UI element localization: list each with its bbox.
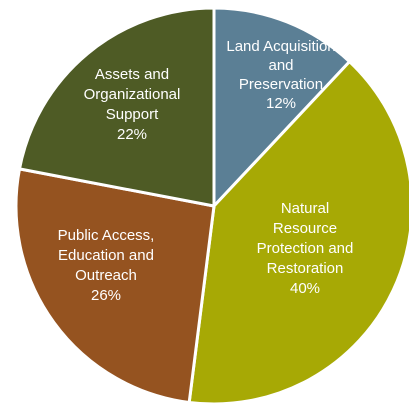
slice-category-label: Land Acquisition bbox=[226, 38, 335, 55]
slice-category-label: Assets and bbox=[95, 66, 169, 83]
slice-label-public-access: Public Access, Education and Outreach 26% bbox=[58, 227, 155, 304]
slice-category-label: Education and bbox=[58, 247, 154, 264]
slice-category-label: Outreach bbox=[75, 267, 137, 284]
slice-category-label: Restoration bbox=[267, 260, 344, 277]
slice-value-label: 26% bbox=[91, 287, 121, 304]
slice-value-label: 22% bbox=[117, 126, 147, 143]
slice-label-assets-support: Assets and Organizational Support 22% bbox=[84, 66, 181, 143]
slice-category-label: Public Access, bbox=[58, 227, 155, 244]
pie-labels: Land Acquisition and Preservation 12% Natura… bbox=[58, 38, 354, 304]
slice-label-land-acquisition: Land Acquisition and Preservation 12% bbox=[226, 38, 335, 112]
slice-category-label: Organizational bbox=[84, 86, 181, 103]
pie-slice-natural-resource bbox=[187, 59, 409, 406]
pie-slices bbox=[14, 6, 409, 406]
pie-slice-land-acquisition bbox=[212, 6, 352, 210]
pie-slice-assets-support bbox=[17, 6, 216, 208]
slice-category-label: Natural bbox=[281, 200, 329, 217]
slice-category-label: Preservation bbox=[239, 76, 323, 93]
pie-slice-public-access bbox=[14, 167, 216, 405]
slice-label-natural-resource: Natural Resource Protection and Restoration… bbox=[257, 200, 354, 297]
slice-value-label: 12% bbox=[266, 95, 296, 112]
slice-category-label: Protection and bbox=[257, 240, 354, 257]
slice-value-label: 40% bbox=[290, 280, 320, 297]
slice-category-label: Resource bbox=[273, 220, 337, 237]
slice-category-label: and bbox=[268, 57, 293, 74]
slice-category-label: Support bbox=[106, 106, 159, 123]
